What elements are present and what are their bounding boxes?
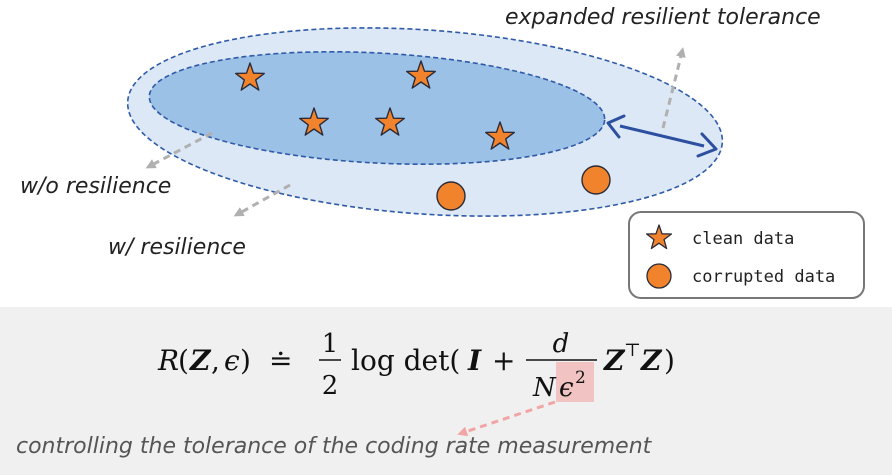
corrupted-data-points	[436, 165, 611, 211]
formula-logdet: log det(	[351, 344, 460, 377]
formula-Z: Z	[189, 344, 212, 377]
formula-epsilon: ϵ	[224, 344, 240, 377]
expansion-double-arrow	[606, 114, 718, 158]
legend-box	[628, 211, 865, 299]
formula-square: 2	[575, 368, 586, 388]
circle-marker	[436, 181, 466, 211]
formula-paren-open: (	[178, 344, 189, 377]
legend-star-icon	[645, 224, 673, 250]
formula-I: I	[467, 344, 482, 377]
legend-clean-label: clean data	[692, 229, 794, 249]
formula-close: )	[664, 344, 675, 377]
legend-corrupted-label: corrupted data	[692, 267, 835, 287]
formula-transpose: ⊤	[624, 340, 641, 361]
formula-d: d	[553, 329, 570, 359]
circle-marker	[581, 165, 611, 195]
star-marker	[374, 107, 406, 136]
formula-R: R	[157, 344, 179, 377]
formula-panel	[0, 307, 892, 475]
star-marker	[298, 107, 330, 136]
formula-Z2: Z	[640, 344, 663, 377]
star-marker	[234, 62, 266, 91]
formula: R ( Z , ϵ ) ≐ 1 2 log det( I + d N ϵ 2 Z…	[157, 329, 675, 403]
formula-half-num: 1	[322, 329, 339, 359]
formula-comma: ,	[211, 344, 220, 377]
caption-pointer-arrow	[457, 400, 556, 437]
star-marker	[405, 60, 437, 89]
formula-epsilon-den: ϵ	[559, 373, 574, 403]
expanded-pointer-arrow	[661, 47, 686, 129]
caption-text: controlling the tolerance of the coding …	[16, 434, 653, 459]
expanded-label: expanded resilient tolerance	[505, 5, 821, 30]
formula-eqdef: ≐	[269, 344, 292, 377]
formula-plus: +	[492, 344, 515, 377]
star-marker	[484, 121, 516, 150]
w-pointer-arrow	[233, 183, 291, 217]
w-resilience-label: w/ resilience	[108, 235, 246, 260]
formula-N: N	[532, 373, 557, 403]
legend-circle-icon	[646, 263, 672, 289]
formula-paren-close: )	[240, 344, 251, 377]
formula-half-den: 2	[322, 371, 339, 401]
legend: clean data corrupted data	[628, 211, 865, 299]
epsilon-highlight	[556, 362, 594, 402]
formula-Z1: Z	[603, 344, 626, 377]
clean-data-points	[234, 60, 516, 150]
wo-resilience-label: w/o resilience	[20, 174, 171, 199]
